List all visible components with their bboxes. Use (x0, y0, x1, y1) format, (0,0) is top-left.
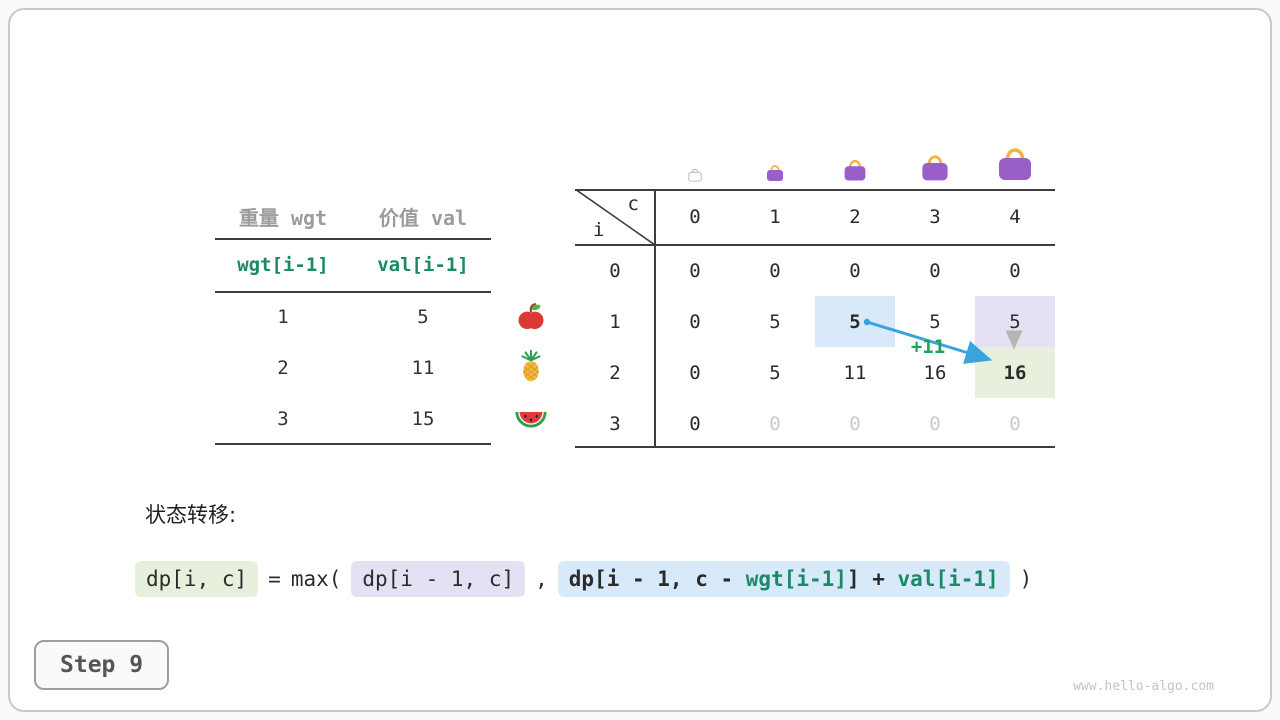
dp-table-bottom-rule (575, 446, 1055, 448)
dp-cell-source-highlight: 5 (815, 296, 895, 347)
val-formula: val[i-1] (377, 253, 469, 276)
equals-sign: = (268, 567, 281, 591)
formula-option-take: dp[i - 1, c - wgt[i-1]] + val[i-1] (557, 561, 1010, 597)
bag-icon-xlarge (999, 148, 1031, 180)
dp-corner-cell: i c (575, 189, 655, 245)
item-value: 5 (417, 305, 429, 328)
weights-table: 重量 wgt 价值 val wgt[i-1] val[i-1] 1 5 2 11… (213, 194, 493, 444)
weight-value: 2 (277, 356, 289, 379)
col-axis-label: c (627, 193, 639, 215)
arrow-value-label: +11 (910, 336, 946, 358)
pineapple-icon (521, 350, 541, 382)
value-column-header: 价值 val (378, 205, 468, 230)
dp-row-header: 3 (609, 412, 621, 435)
weights-row: 1 5 (213, 291, 493, 342)
dp-col-header: 0 (689, 206, 701, 228)
item-value: 11 (411, 356, 435, 379)
dp-cell: 0 (929, 412, 941, 435)
item-value: 15 (411, 407, 435, 430)
dp-cell-result-highlight: 16 (975, 347, 1055, 398)
dp-cell: 0 (689, 412, 701, 435)
dp-table-vertical-rule (654, 189, 656, 448)
weight-value: 3 (277, 407, 289, 430)
dp-cell: 0 (1009, 412, 1021, 435)
bag-icon-large (922, 155, 948, 181)
transition-section-title: 状态转移: (145, 503, 237, 527)
step-button[interactable]: Step 9 (34, 640, 170, 690)
dp-cell: 0 (689, 361, 701, 384)
dp-cell: 16 (923, 361, 947, 384)
dp-col-header: 4 (1009, 206, 1021, 228)
wgt-formula: wgt[i-1] (237, 253, 329, 276)
diagonal-divider (575, 189, 655, 245)
dp-cell: 0 (769, 412, 781, 435)
dp-row-header: 2 (609, 361, 621, 384)
dp-table-header-rule (575, 244, 1055, 246)
dp-cell: 0 (1009, 259, 1021, 282)
close-paren: ) (1019, 567, 1033, 591)
option-take-prefix: dp[i - 1, c - (568, 567, 746, 591)
dp-col-header: 2 (849, 206, 861, 228)
formula-lhs: dp[i, c] (135, 561, 259, 597)
dp-col-header: 3 (929, 206, 941, 228)
dp-cell: 0 (769, 259, 781, 282)
dp-cell: 0 (689, 310, 701, 333)
dp-cell: 0 (929, 259, 941, 282)
weights-row: 2 11 (213, 342, 493, 393)
bag-icon-empty (688, 168, 702, 182)
apple-icon (518, 303, 544, 330)
dp-row-header: 1 (609, 310, 621, 333)
option-take-val: val[i-1] (897, 567, 999, 591)
dp-cell: 0 (689, 259, 701, 282)
dp-cell-above-highlight: 5 (975, 296, 1055, 347)
dp-cell: 0 (849, 259, 861, 282)
weights-row: 3 15 (213, 393, 493, 444)
max-open: max( (290, 567, 342, 591)
dp-cell: 5 (769, 361, 781, 384)
dp-table: i c 0 1 2 3 4 0 0 0 0 0 0 1 0 5 5 5 5 2 … (575, 189, 1055, 449)
divider (215, 238, 491, 240)
bag-icon-medium (844, 159, 866, 181)
divider (215, 291, 491, 293)
weights-formula-row: wgt[i-1] val[i-1] (213, 238, 493, 291)
formula-option-keep: dp[i - 1, c] (351, 561, 526, 597)
option-take-wgt: wgt[i-1] (745, 567, 847, 591)
transition-formula: dp[i, c] = max( dp[i - 1, c] , dp[i - 1,… (135, 561, 1032, 597)
dp-col-header: 1 (769, 206, 781, 228)
watermelon-icon (515, 412, 547, 428)
dp-table-top-rule (575, 189, 1055, 191)
divider (215, 443, 491, 445)
dp-cell: 11 (843, 361, 867, 384)
dp-row-header: 0 (609, 259, 621, 282)
row-axis-label: i (593, 219, 605, 241)
weight-column-header: 重量 wgt (238, 205, 328, 230)
watermark: www.hello-algo.com (1073, 679, 1214, 694)
dp-cell: 0 (849, 412, 861, 435)
dp-cell: 5 (769, 310, 781, 333)
option-take-mid: ] + (846, 567, 898, 591)
weights-table-header: 重量 wgt 价值 val (213, 194, 493, 238)
weight-value: 1 (277, 305, 289, 328)
bag-icon-small (767, 165, 783, 181)
comma: , (535, 567, 548, 591)
